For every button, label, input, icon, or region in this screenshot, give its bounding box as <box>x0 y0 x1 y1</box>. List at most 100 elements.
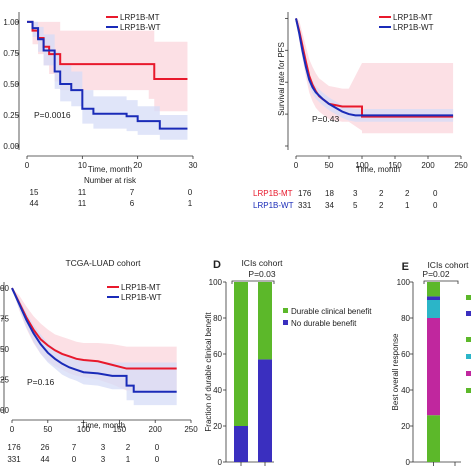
bar4-legend-swatch <box>466 311 471 316</box>
km2-x-tick-label: 50 <box>43 425 52 434</box>
bar4-significance-bracket <box>423 280 459 284</box>
km2-curve-mt <box>11 287 177 370</box>
km2-x-axis-label: Time, month <box>81 421 125 430</box>
km1-risk-count: 2 <box>405 189 410 198</box>
bar3-legend-swatch <box>283 308 288 313</box>
bar4-legend-swatch <box>466 371 471 376</box>
km2-risk-count: 331 <box>7 455 21 464</box>
km1-risk-count: 1 <box>405 201 410 210</box>
km0-y-tick-label: 0.25 <box>3 111 19 120</box>
km0-legend-label: LRP1B-MT <box>120 13 160 22</box>
bar4-bar-segment <box>427 300 440 318</box>
km0-y-tick-label: 0.00 <box>3 142 19 151</box>
km0-risk-count: 11 <box>78 188 87 197</box>
km2-risk-count: 176 <box>7 443 21 452</box>
km1-x-tick-label: 200 <box>421 161 435 170</box>
km1-x-tick-label: 50 <box>325 161 334 170</box>
bar4-bar-segment <box>427 415 440 462</box>
km2-risk-count: 2 <box>126 443 131 452</box>
bar4-bar-segment <box>427 282 440 297</box>
km0-x-tick-label: 30 <box>189 161 198 170</box>
bar3-title: ICIs cohort <box>241 258 283 268</box>
km1-risk-count: 18 <box>325 189 334 198</box>
bar3-panel-letter: D <box>213 259 221 271</box>
km1-risk-count: 3 <box>353 189 358 198</box>
km1-x-tick-label: 0 <box>294 161 299 170</box>
km0-ci-band-wt <box>27 21 188 140</box>
km1-x-axis-label: Time, month <box>356 165 400 174</box>
km1-risk-row-label: LRP1B-MT <box>253 189 293 198</box>
km2-x-tick-label: 200 <box>149 425 163 434</box>
km1-x-tick-label: 250 <box>454 161 468 170</box>
bar4-legend-swatch <box>466 354 471 359</box>
km2-risk-count: 44 <box>41 455 50 464</box>
km0-y-tick-label: 0.50 <box>3 80 19 89</box>
bar3-y-tick-label: 100 <box>209 278 223 287</box>
km0-risk-count: 11 <box>78 199 87 208</box>
km2-risk-count: 0 <box>155 443 160 452</box>
km1-x-tick-label: 150 <box>388 161 402 170</box>
km1-legend-label: LRP1B-MT <box>393 13 433 22</box>
bar3-y-tick-label: 60 <box>213 350 222 359</box>
bar4-y-tick-label: 100 <box>397 278 411 287</box>
bar3-y-tick-label: 0 <box>218 458 223 467</box>
km2-y-tick-label: 25 <box>0 376 9 385</box>
km2-p-value: P=0.16 <box>27 377 54 387</box>
km2-risk-count: 1 <box>126 455 131 464</box>
bar4-y-tick-label: 60 <box>401 350 410 359</box>
km1-risk-count: 5 <box>353 201 358 210</box>
km0-risk-count: 0 <box>188 188 193 197</box>
bar3-significance-bracket <box>231 280 275 284</box>
km0-y-tick-label: 0.75 <box>3 49 19 58</box>
km1-x-tick-label: 100 <box>355 161 369 170</box>
km1-risk-count: 2 <box>379 201 384 210</box>
km1-risk-count: 331 <box>298 201 312 210</box>
km0-x-axis-label: Time, month <box>88 165 132 174</box>
km0-risk-count: 6 <box>130 199 135 208</box>
bar4-y-tick-label: 20 <box>401 422 410 431</box>
bar4-p-value: P=0.02 <box>422 269 449 279</box>
bar4-y-tick-label: 40 <box>401 386 410 395</box>
km0-x-tick-label: 10 <box>78 161 87 170</box>
km2-legend-label: LRP1B-WT <box>121 293 162 302</box>
km0-y-tick-label: 1.00 <box>3 18 19 27</box>
km0-x-tick-label: 0 <box>25 161 30 170</box>
km2-y-tick-label: 00 <box>0 406 9 415</box>
km2-risk-count: 0 <box>72 455 77 464</box>
bar3-bar-segment <box>234 282 248 426</box>
bar3-p-value: P=0.03 <box>248 269 275 279</box>
bar4-bar-segment <box>427 296 440 300</box>
km2-x-tick-label: 150 <box>113 425 127 434</box>
bar4-y-axis-label: Best overall response <box>391 333 400 410</box>
km0-x-tick-label: 20 <box>133 161 142 170</box>
km1-risk-count: 2 <box>379 189 384 198</box>
bar4-legend-swatch <box>466 337 471 342</box>
bar4-bar-segment <box>427 318 440 416</box>
bar3-bar-segment <box>234 426 248 462</box>
km1-ci-band-wt <box>296 18 454 122</box>
km1-legend-label: LRP1B-WT <box>393 23 434 32</box>
km1-risk-count: 176 <box>298 189 312 198</box>
bar3-y-tick-label: 40 <box>213 386 222 395</box>
km0-risk-count: 15 <box>30 188 39 197</box>
km2-title: TCGA-LUAD cohort <box>65 258 141 268</box>
km0-risk-title: Number at risk <box>84 176 137 185</box>
km0-curve-wt <box>27 20 188 130</box>
bar3-y-axis-label: Fraction of durable clinical benefit <box>204 312 213 432</box>
km0-risk-count: 7 <box>130 188 135 197</box>
km2-ci-band-wt <box>12 288 177 406</box>
bar3-legend-swatch <box>283 320 288 325</box>
km1-risk-row-label: LRP1B-WT <box>253 201 294 210</box>
km2-risk-count: 3 <box>101 443 106 452</box>
bar4-title: ICIs cohort <box>427 260 469 270</box>
km2-legend-label: LRP1B-MT <box>121 283 161 292</box>
km1-risk-count: 0 <box>433 189 438 198</box>
bar4-y-tick-label: 0 <box>406 458 411 467</box>
km2-risk-count: 26 <box>41 443 50 452</box>
km0-legend-label: LRP1B-WT <box>120 23 161 32</box>
km2-curve-wt <box>11 287 177 393</box>
km1-risk-count: 34 <box>325 201 334 210</box>
km2-y-tick-label: 75 <box>0 315 9 324</box>
km1-curve-wt <box>295 18 454 117</box>
